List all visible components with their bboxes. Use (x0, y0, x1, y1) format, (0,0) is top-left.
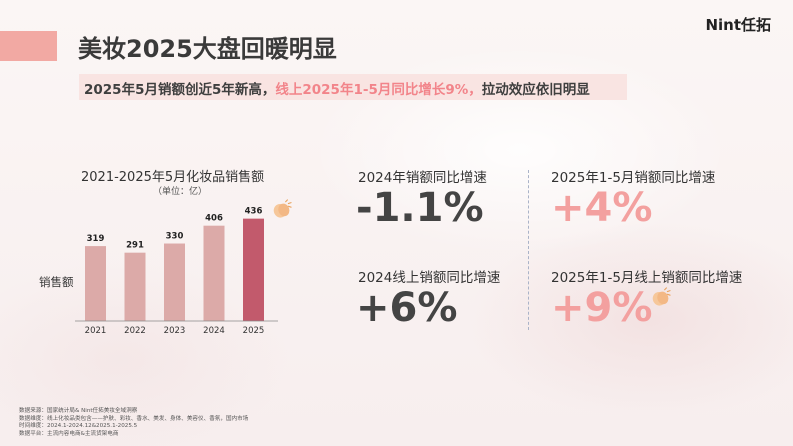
x-tick-label: 2022 (124, 326, 146, 336)
bar (243, 218, 264, 321)
footer-line: 数据平台：主流内容电商&主流货架电商 (19, 430, 119, 437)
footer-notes: 数据来源：国家统计局& Nint任拓美妆全域洞察 数据维度：线上化妆品类包含——… (19, 408, 248, 438)
chart-title: 2021-2025年5月化妆品销售额 (81, 170, 265, 185)
data-label: 291 (126, 241, 144, 251)
subtitle-highlight-box (79, 74, 627, 100)
subtitle-part-1: 2025年5月销额创近5年新高， (84, 82, 276, 98)
stat-value-2024-total: -1.1% (356, 185, 484, 231)
bar (164, 243, 185, 321)
data-label: 330 (166, 232, 184, 242)
brand-logo: Nint任拓 (705, 16, 771, 34)
subtitle-part-3: 拉动效应依旧明显 (481, 82, 590, 98)
chart-unit: （单位：亿） (153, 187, 208, 197)
data-label: 319 (87, 234, 105, 244)
subtitle: 2025年5月销额创近5年新高，线上2025年1-5月同比增长9%，拉动效应依旧… (84, 78, 590, 98)
data-label: 406 (205, 214, 223, 224)
x-tick-label: 2025 (243, 326, 265, 336)
x-tick-label: 2023 (164, 326, 186, 336)
subtitle-highlight: 线上2025年1-5月同比增长9%， (275, 82, 482, 98)
stat-label-2025-online: 2025年1-5月线上销额同比增速 (551, 270, 743, 286)
stat-value-2025-total: +4% (551, 185, 653, 231)
title-accent-bar (0, 31, 57, 61)
y-axis-label: 销售额 (39, 275, 74, 289)
footer-line: 数据来源：国家统计局& Nint任拓美妆全域洞察 (19, 408, 138, 414)
page-title: 美妆2025大盘回暖明显 (78, 35, 337, 63)
data-label: 436 (245, 207, 263, 217)
clapping-hands-icon (273, 199, 292, 218)
footer-line: 时间维度：2024.1-2024.12&2025.1-2025.5 (19, 423, 138, 430)
stat-label-2024-total: 2024年销额同比增速 (358, 170, 487, 186)
clapping-hands-icon (652, 287, 671, 306)
stat-label-2025-total: 2025年1-5月销额同比增速 (551, 170, 716, 186)
x-tick-label: 2024 (203, 326, 225, 336)
stat-value-2024-online: +6% (356, 285, 458, 331)
bar (85, 246, 106, 321)
bar (203, 225, 225, 321)
divider (528, 170, 529, 330)
bar (124, 252, 146, 321)
stat-value-2025-online: +9% (551, 285, 653, 331)
stat-label-2024-online: 2024线上销额同比增速 (358, 270, 501, 286)
footer-line: 数据维度：线上化妆品类包含——护肤、彩妆、香水、美发、身体、美容仪、香氛，国内市… (19, 415, 249, 422)
x-tick-label: 2021 (85, 326, 107, 336)
